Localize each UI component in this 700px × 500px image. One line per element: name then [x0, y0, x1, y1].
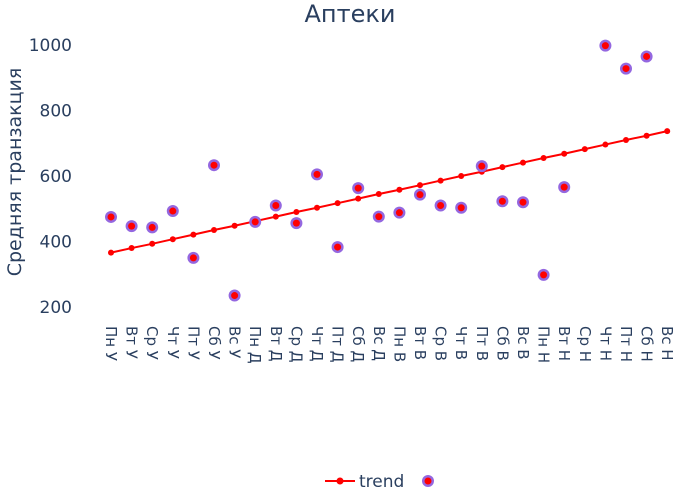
plot-area	[105, 39, 671, 302]
trend-marker	[499, 164, 506, 171]
x-tick-label: Вт У	[123, 326, 141, 359]
x-tick-label: Вт Д	[267, 326, 285, 362]
data-point-inner	[251, 218, 259, 226]
legend-trend-label: trend	[359, 472, 404, 492]
x-tick-label: Пн Д	[246, 326, 264, 364]
x-tick-label: Вс В	[514, 326, 532, 360]
x-tick-label: Чт Н	[596, 326, 614, 361]
trend-marker	[664, 128, 671, 135]
trend-marker	[602, 141, 609, 148]
x-tick-label: Сб Н	[638, 326, 656, 362]
trend-marker	[314, 204, 320, 211]
x-tick-label: Ср Н	[576, 326, 594, 362]
trend-marker	[375, 191, 382, 198]
x-tick-label: Пн У	[102, 326, 120, 361]
x-tick-label: Сб В	[493, 326, 511, 361]
data-point-inner	[622, 65, 630, 73]
trend-marker	[334, 200, 341, 207]
data-point-inner	[437, 201, 445, 209]
y-tick-label: 400	[40, 233, 72, 253]
data-point-inner	[498, 197, 506, 205]
trend-marker	[149, 240, 156, 247]
trend-marker	[211, 227, 217, 234]
trend-marker	[437, 177, 444, 184]
trend-marker	[458, 173, 465, 179]
data-point-inner	[189, 254, 197, 262]
x-tick-label: Пт Д	[329, 326, 347, 363]
data-point-inner	[313, 170, 321, 178]
x-tick-label: Ср Д	[287, 326, 305, 362]
x-tick-label: Ср В	[432, 326, 450, 361]
data-point-inner	[601, 42, 609, 50]
x-tick-label: Вт В	[411, 326, 429, 360]
data-point-inner	[519, 198, 527, 206]
x-tick-label: Чт В	[452, 326, 470, 360]
trend-marker	[623, 136, 629, 143]
data-point-inner	[292, 219, 300, 227]
legend-trend-marker	[336, 477, 344, 485]
x-tick-label: Чт У	[164, 326, 182, 359]
trend-marker	[355, 195, 362, 202]
data-point-inner	[334, 243, 342, 251]
y-tick-label: 600	[40, 167, 72, 187]
chart-title: Аптеки	[305, 0, 396, 28]
trend-marker	[540, 154, 547, 161]
trend-marker	[643, 132, 650, 139]
data-point-inner	[478, 162, 486, 170]
data-point-inner	[128, 222, 136, 230]
y-tick-label: 800	[40, 102, 72, 122]
legend-points-marker-inner	[424, 477, 432, 485]
x-tick-label: Пт У	[184, 326, 202, 360]
trend-marker	[417, 182, 423, 189]
y-axis-ticks: 200 400 600 800 1000	[29, 36, 72, 318]
x-tick-label: Пн Н	[535, 326, 553, 363]
data-point-inner	[560, 183, 568, 191]
x-tick-label: Вс Н	[658, 326, 676, 361]
data-point-inner	[643, 52, 651, 60]
trend-marker	[581, 146, 588, 153]
trend-marker	[190, 231, 197, 238]
x-tick-label: Пт В	[473, 326, 491, 361]
x-tick-label: Сб У	[205, 326, 223, 360]
data-point-inner	[272, 201, 280, 209]
trend-marker	[293, 209, 300, 216]
data-point-inner	[210, 161, 218, 169]
y-axis-title: Средняя транзакция	[4, 68, 26, 277]
x-tick-label: Сб Д	[349, 326, 367, 362]
data-point-inner	[375, 213, 383, 221]
data-point-inner	[540, 271, 548, 279]
x-tick-label: Вс Д	[370, 326, 388, 361]
data-point-inner	[457, 204, 465, 212]
x-tick-label: Вс У	[226, 326, 244, 358]
trend-marker	[108, 249, 114, 256]
data-point-inner	[148, 223, 156, 231]
data-point-inner	[231, 292, 239, 300]
trend-marker	[561, 150, 568, 157]
legend[interactable]: trend	[325, 472, 434, 492]
x-tick-label: Чт Д	[308, 326, 326, 362]
trend-line	[110, 130, 668, 254]
trend-marker	[169, 236, 176, 243]
data-point-inner	[169, 207, 177, 215]
data-point-inner	[354, 184, 362, 192]
trend-marker	[396, 186, 403, 193]
y-tick-label: 1000	[29, 36, 72, 56]
trend-marker	[272, 213, 279, 220]
data-point-inner	[107, 213, 115, 221]
x-tick-label: Ср У	[143, 326, 161, 360]
trend-marker	[520, 159, 526, 166]
data-point-inner	[416, 191, 424, 199]
x-tick-label: Пт Н	[617, 326, 635, 362]
y-tick-label: 200	[40, 298, 72, 318]
trend-marker	[128, 245, 135, 252]
data-point-inner	[395, 209, 403, 217]
trend-marker	[231, 222, 238, 229]
x-tick-label: Вт Н	[555, 326, 573, 361]
x-axis-ticks: Пн У Вт У Ср У Чт У Пт У Сб У Вс У Пн Д Вт Д Ср Д…	[102, 326, 676, 364]
x-tick-label: Пн В	[390, 326, 408, 362]
